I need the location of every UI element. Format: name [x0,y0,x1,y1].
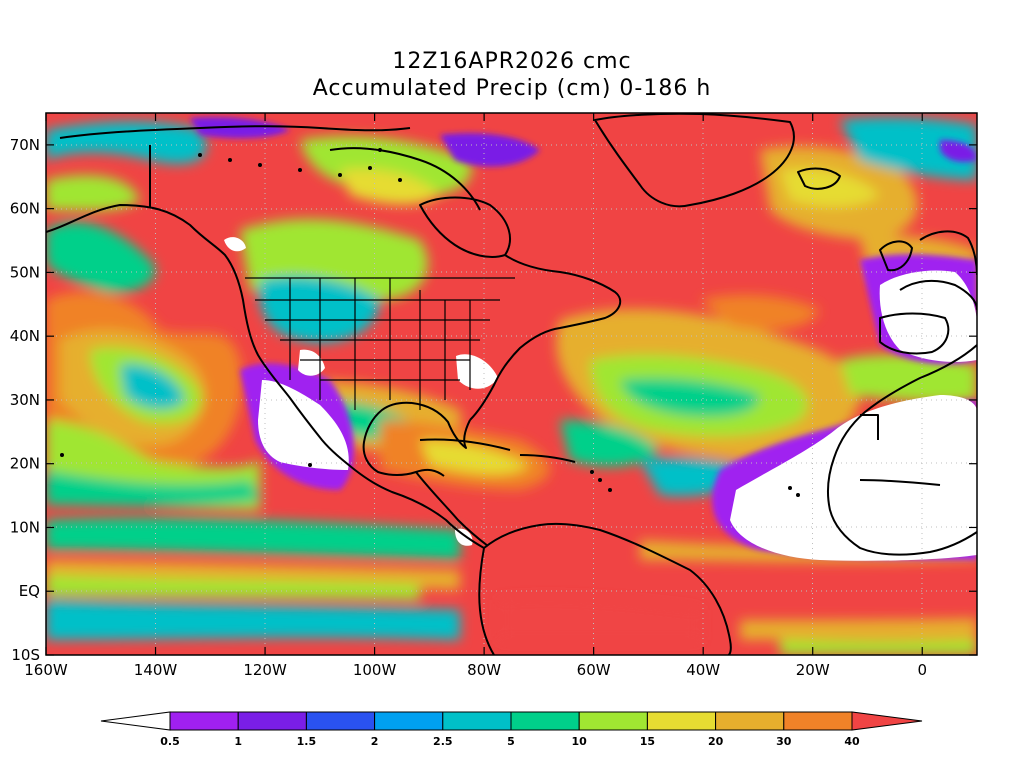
longitude-axis: 160W 140W 120W 100W 80W 60W 40W 20W 0 [24,113,927,679]
lon-tick-label: 20W [796,661,830,679]
lon-tick-label: 80W [467,661,501,679]
colorbar-label: 15 [640,735,655,748]
lon-tick-label: 60W [577,661,611,679]
lat-tick-label: EQ [19,582,40,600]
colorbar-label: 1.5 [297,735,317,748]
colorbar-label: 5 [507,735,515,748]
lat-tick-label: 50N [10,263,40,281]
coastlines [46,113,977,655]
colorbar-label: 1 [234,735,242,748]
map-subtitle: Accumulated Precip (cm) 0-186 h [312,76,712,101]
precip-field [46,113,977,655]
colorbar-label: 40 [844,735,860,748]
colorbar-box [578,711,648,731]
map-frame [45,112,978,656]
islands [60,148,800,497]
state-borders [245,277,515,410]
lat-tick-label: 10S [11,646,40,664]
graticule [46,113,977,655]
precip-shading [46,117,977,655]
lon-tick-label: 120W [243,661,287,679]
colorbar-label: 0.5 [160,735,180,748]
colorbar-label: 30 [776,735,792,748]
lon-tick-label: 160W [24,661,68,679]
colorbar-box [374,711,444,731]
colorbar-box [305,711,376,731]
colorbar-box [715,711,785,731]
lon-tick-label: 40W [686,661,720,679]
lon-tick-label: 100W [353,661,397,679]
lat-tick-label: 70N [10,136,40,154]
colorbar-label: 2 [371,735,379,748]
colorbar-box [646,711,717,731]
colorbar-box [510,711,580,731]
colorbar-box [783,711,853,731]
lat-tick-label: 20N [10,455,40,473]
colorbar-label: 2.5 [433,735,453,748]
lat-tick-label: 10N [10,518,40,536]
colorbar-label: 10 [572,735,588,748]
colorbar-box [237,711,307,731]
colorbar-max-arrow [851,711,923,731]
lon-tick-label: 140W [134,661,178,679]
colorbar: 0.5 1 1.5 2 2.5 5 10 15 20 30 40 [100,711,923,748]
colorbar-box [169,711,239,731]
lat-tick-label: 30N [10,391,40,409]
colorbar-label: 20 [708,735,724,748]
map-title: 12Z16APR2026 cmc [392,49,632,74]
lat-tick-label: 40N [10,327,40,345]
colorbar-box [442,711,512,731]
colorbar-min-arrow [100,711,171,731]
lat-tick-label: 60N [10,200,40,218]
lon-tick-label: 0 [917,661,927,679]
latitude-axis: 70N 60N 50N 40N 30N 20N 10N EQ 10S [10,136,977,664]
